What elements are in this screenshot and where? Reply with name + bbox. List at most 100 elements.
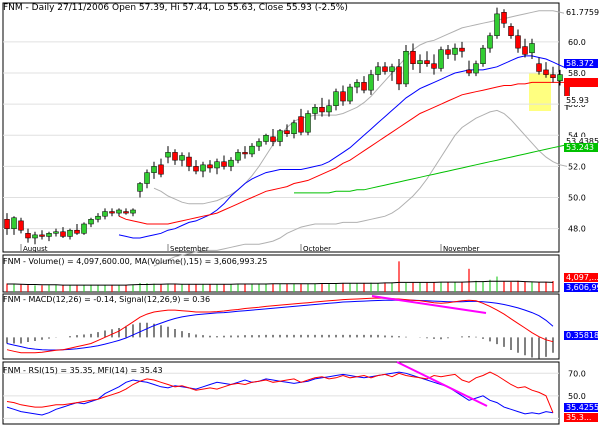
mfi-line [6,371,554,416]
ma-line [118,81,567,225]
panel-frame [2,361,560,425]
candle-body [543,69,549,75]
candle-body [466,69,472,74]
price-label-bg [564,137,598,146]
rsi-label: 35.4255 [566,403,599,412]
candle-body [536,63,542,72]
candle-body [452,47,458,55]
candle-body [32,234,38,239]
candle-body [39,234,45,237]
candle-body [333,91,339,106]
candle-body [46,233,52,237]
candle-body [18,220,24,231]
candle-body [60,231,66,237]
volume-legend: FNM - Volume() = 4,097,600.00, MA(Volume… [3,257,267,266]
candle-body [368,74,374,91]
candle-body [424,60,430,64]
candle-body [340,91,346,102]
candle-body [508,26,514,36]
macd-label-bg [564,331,598,340]
volume-labels: 4,097,...3,606,993 [564,273,600,292]
candle-body [347,86,353,102]
candle-body [137,183,143,192]
candle-body [291,122,297,134]
candle-body [312,107,318,114]
y-tick-label: 70.0 [568,369,586,378]
candle-body [396,66,402,85]
candle-body [550,74,556,78]
rsi-labels: 35.425535.3... [564,403,599,422]
volume-panel: 4,097,...3,606,993 FNM - Volume() = 4,09… [3,257,600,292]
rsi-label: 35.3... [566,413,591,422]
price-label: 61.7759 [566,8,599,17]
candle-body [186,156,192,167]
candle-body [242,152,248,155]
candle-body [501,12,507,24]
candle-body [11,217,17,229]
candle-body [375,66,381,75]
candle-body [207,164,213,169]
ma-line [294,144,568,194]
macd-histogram [6,322,554,359]
price-label: 53.243 [566,143,594,152]
candle-body [249,145,255,155]
candle-body [235,152,241,161]
candle-body [53,231,59,234]
x-tick-label: November [443,245,480,253]
candle-body [361,82,367,91]
candle-body [459,47,465,52]
price-label-bg [564,96,598,105]
candle-body [95,215,101,220]
bollinger-line [153,10,568,205]
rsi-trendline [396,361,488,407]
x-axis: August September October November [20,244,480,253]
volume-label: 3,606,993 [566,283,600,292]
candle-body [557,74,563,82]
rsi-label-bg [564,413,598,422]
price-label: 57.5x [566,78,589,87]
candle-body [438,49,444,69]
candlesticks [4,7,570,245]
price-label: 58.372 [566,59,594,68]
y-tick-label: 50.0 [568,194,586,203]
candle-body [515,35,521,49]
macd-line [6,297,554,354]
candle-body [165,152,171,158]
macd-panel: 0.358182 FNM - MACD(12,26) = -0.14, Sign… [3,295,600,359]
rsi-legend: FNM - RSI(15) = 35.35, MFI(14) = 35.43 [3,366,163,375]
candle-body [4,219,10,229]
candle-body [522,46,528,55]
price-label: 55.93 [566,96,589,105]
candle-body [144,172,150,184]
volume-ma [7,280,554,286]
price-label-bg [564,143,598,152]
macd-legend: FNM - MACD(12,26) = -0.14, Signal(12,26,… [3,295,210,304]
panel-frames [2,2,560,425]
panel-frame [2,293,560,360]
x-tick-label: August [23,245,48,253]
candle-body [193,166,199,172]
candle-body [445,49,451,55]
price-label-bg [564,8,598,17]
bollinger-line [153,109,568,267]
x-tick-label: September [170,245,209,253]
candle-body [319,107,325,113]
candle-body [67,229,73,237]
macd-labels: 0.358182 [564,331,600,340]
candle-body [102,211,108,217]
candle-body [123,211,129,214]
candle-body [417,60,423,64]
candle-body [25,233,31,239]
y-tick-label: 52.0 [568,162,586,171]
volume-ma-line [7,280,554,286]
candle-body [179,155,185,161]
volume-bars [6,261,554,292]
candle-body [109,211,115,214]
highlight-box [529,73,551,111]
price-label-bg [564,59,598,68]
candle-body [221,161,227,167]
candle-body [298,116,304,133]
rsi-label-bg [564,403,598,412]
